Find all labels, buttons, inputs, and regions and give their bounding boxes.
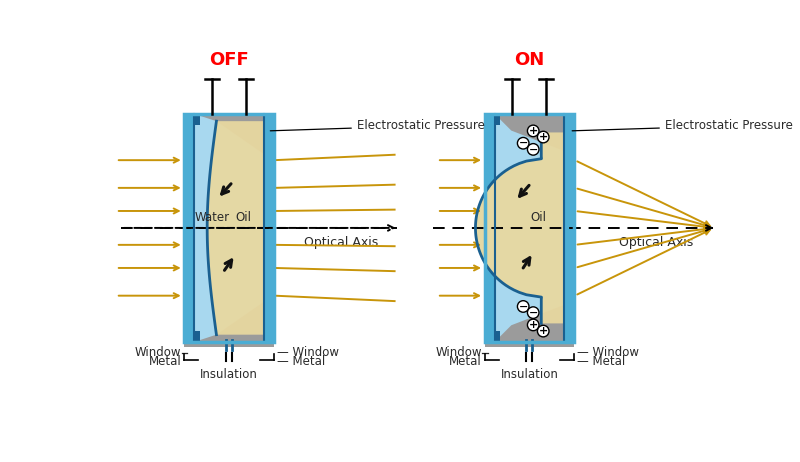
Polygon shape [475, 133, 564, 323]
Text: −: − [518, 302, 528, 311]
Bar [485, 114, 494, 342]
Polygon shape [207, 121, 264, 334]
Text: +: + [529, 320, 538, 330]
Bar [194, 114, 200, 125]
Circle shape [518, 301, 529, 312]
Circle shape [527, 319, 539, 331]
Bar [194, 114, 264, 342]
Circle shape [518, 138, 529, 149]
Text: Metal: Metal [149, 355, 182, 368]
Polygon shape [494, 114, 564, 151]
Text: Electrostatic Pressure: Electrostatic Pressure [572, 119, 793, 132]
Text: — Metal: — Metal [277, 355, 325, 368]
Text: Optical Axis: Optical Axis [303, 236, 378, 249]
Bar [485, 342, 574, 347]
Text: +: + [529, 126, 538, 136]
Bar [194, 331, 200, 342]
Text: Water: Water [194, 211, 230, 224]
Bar [264, 114, 274, 342]
Text: −: − [529, 308, 538, 317]
Text: Insulation: Insulation [200, 368, 258, 381]
Text: Metal: Metal [449, 355, 482, 368]
Polygon shape [494, 305, 564, 342]
Text: Window: Window [435, 346, 482, 359]
Bar [184, 342, 274, 347]
Text: Electrostatic Pressure: Electrostatic Pressure [270, 119, 485, 132]
Text: Optical Axis: Optical Axis [619, 236, 694, 249]
Bar [184, 114, 274, 342]
Bar [485, 114, 574, 342]
Text: Insulation: Insulation [501, 368, 558, 381]
Polygon shape [194, 302, 264, 342]
Text: −: − [518, 138, 528, 148]
Text: −: − [529, 145, 538, 154]
Text: +: + [538, 326, 548, 336]
Polygon shape [194, 114, 264, 154]
Text: — Metal: — Metal [577, 355, 626, 368]
Text: ON: ON [514, 51, 545, 69]
Circle shape [527, 125, 539, 137]
Text: — Window: — Window [577, 346, 639, 359]
Bar [184, 114, 194, 342]
Text: +: + [538, 132, 548, 142]
Text: Window: Window [135, 346, 182, 359]
Text: Oil: Oil [235, 211, 251, 224]
Circle shape [527, 307, 539, 318]
Text: — Window: — Window [277, 346, 338, 359]
Circle shape [527, 144, 539, 155]
Circle shape [538, 325, 549, 337]
Polygon shape [475, 133, 542, 323]
Polygon shape [200, 121, 217, 334]
Text: Oil: Oil [530, 211, 546, 224]
Circle shape [538, 131, 549, 143]
Bar [564, 114, 574, 342]
Bar [494, 114, 500, 125]
Bar [494, 331, 500, 342]
Bar [494, 114, 564, 342]
Text: OFF: OFF [209, 51, 249, 69]
